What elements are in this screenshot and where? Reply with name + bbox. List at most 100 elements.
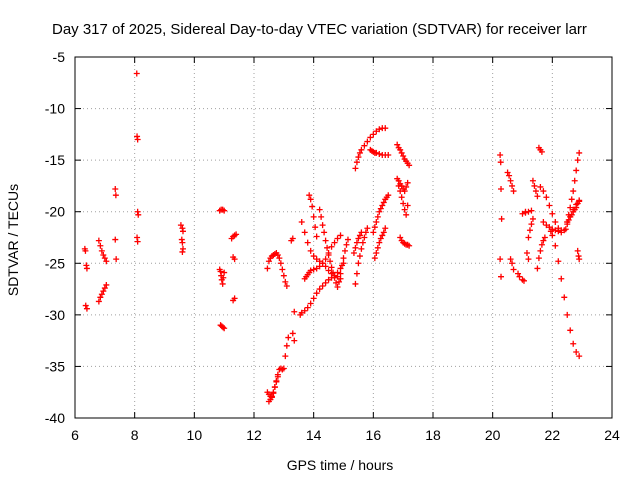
series-t21.0 [519,207,535,217]
data-point [377,235,384,242]
series-t20.9 [515,208,532,284]
data-point [404,202,411,209]
y-axis-label: SDTVAR / TECUs [5,184,21,296]
data-point [376,239,383,246]
data-point [507,177,514,184]
data-point [394,141,401,148]
data-point [307,196,314,203]
y-tick-label: -40 [45,410,65,426]
data-point [270,390,277,397]
data-point [528,221,535,228]
data-point [558,275,565,282]
data-point [340,255,347,262]
data-point [498,215,505,222]
data-point [325,252,332,259]
data-point [403,211,410,218]
data-point [95,237,102,244]
data-point [309,203,316,210]
data-point [97,242,104,249]
y-tick-label: -35 [45,358,65,374]
data-point [498,273,505,280]
data-point [397,146,404,153]
data-point [562,226,569,233]
data-point [528,207,535,214]
data-point [97,294,104,301]
data-point [312,224,319,231]
data-point [322,256,329,263]
data-point [285,334,292,341]
data-point [498,186,505,193]
y-tick-label: -5 [53,49,66,65]
data-point [555,258,562,265]
data-point [400,153,407,160]
data-point [352,280,359,287]
data-point [367,134,374,141]
data-point [538,241,545,248]
data-point [385,151,392,158]
data-point [313,233,320,240]
data-point [318,213,325,220]
data-point [525,234,532,241]
data-point [333,279,340,286]
series-t20.2 [497,151,505,280]
series-t16.0-16.5 [370,192,392,236]
data-point [549,232,556,239]
data-point [336,278,343,285]
data-point [504,169,511,176]
x-tick-label: 18 [425,427,441,443]
data-point [547,228,554,235]
x-axis-label: GPS time / hours [287,457,394,473]
data-point [221,325,228,332]
data-point [100,252,107,259]
data-point [535,255,542,262]
data-point [103,258,110,265]
data-point [134,136,141,143]
data-point [352,165,359,172]
series-t11.3 [228,231,240,304]
data-point [400,200,407,207]
data-point [358,245,365,252]
data-point [324,244,331,251]
series-t9.6 [177,222,186,255]
data-point [398,194,405,201]
data-point [510,266,517,273]
data-point [330,269,337,276]
y-tick-label: -15 [45,152,65,168]
data-point [352,244,359,251]
series-t8.1 [133,70,142,245]
data-point [316,263,323,270]
data-point [279,266,286,273]
data-point [356,149,363,156]
data-point [337,232,344,239]
series-t11.3b [230,254,238,263]
data-point [385,192,392,199]
x-tick-label: 10 [187,427,203,443]
series-t14.2-14.9 [316,206,341,291]
data-point [280,272,287,279]
x-tick-label: 12 [246,427,262,443]
data-point [380,229,387,236]
data-point [328,264,335,271]
data-point [268,394,275,401]
data-point [406,162,413,169]
data-point [103,281,110,288]
data-point [271,384,278,391]
data-point [516,273,523,280]
data-point [576,256,583,263]
data-point [331,274,338,281]
data-point [301,307,308,314]
data-point [322,237,329,244]
series-t13.3 [288,235,298,344]
data-point [382,125,389,132]
data-point [537,183,544,190]
data-point [310,213,317,220]
data-point [370,131,377,138]
series-t10.9a [216,206,228,214]
data-point [233,231,240,238]
x-tick-label: 16 [366,427,382,443]
y-tick-label: -20 [45,204,65,220]
data-point [310,295,317,302]
data-point [83,265,90,272]
data-point [519,210,526,217]
